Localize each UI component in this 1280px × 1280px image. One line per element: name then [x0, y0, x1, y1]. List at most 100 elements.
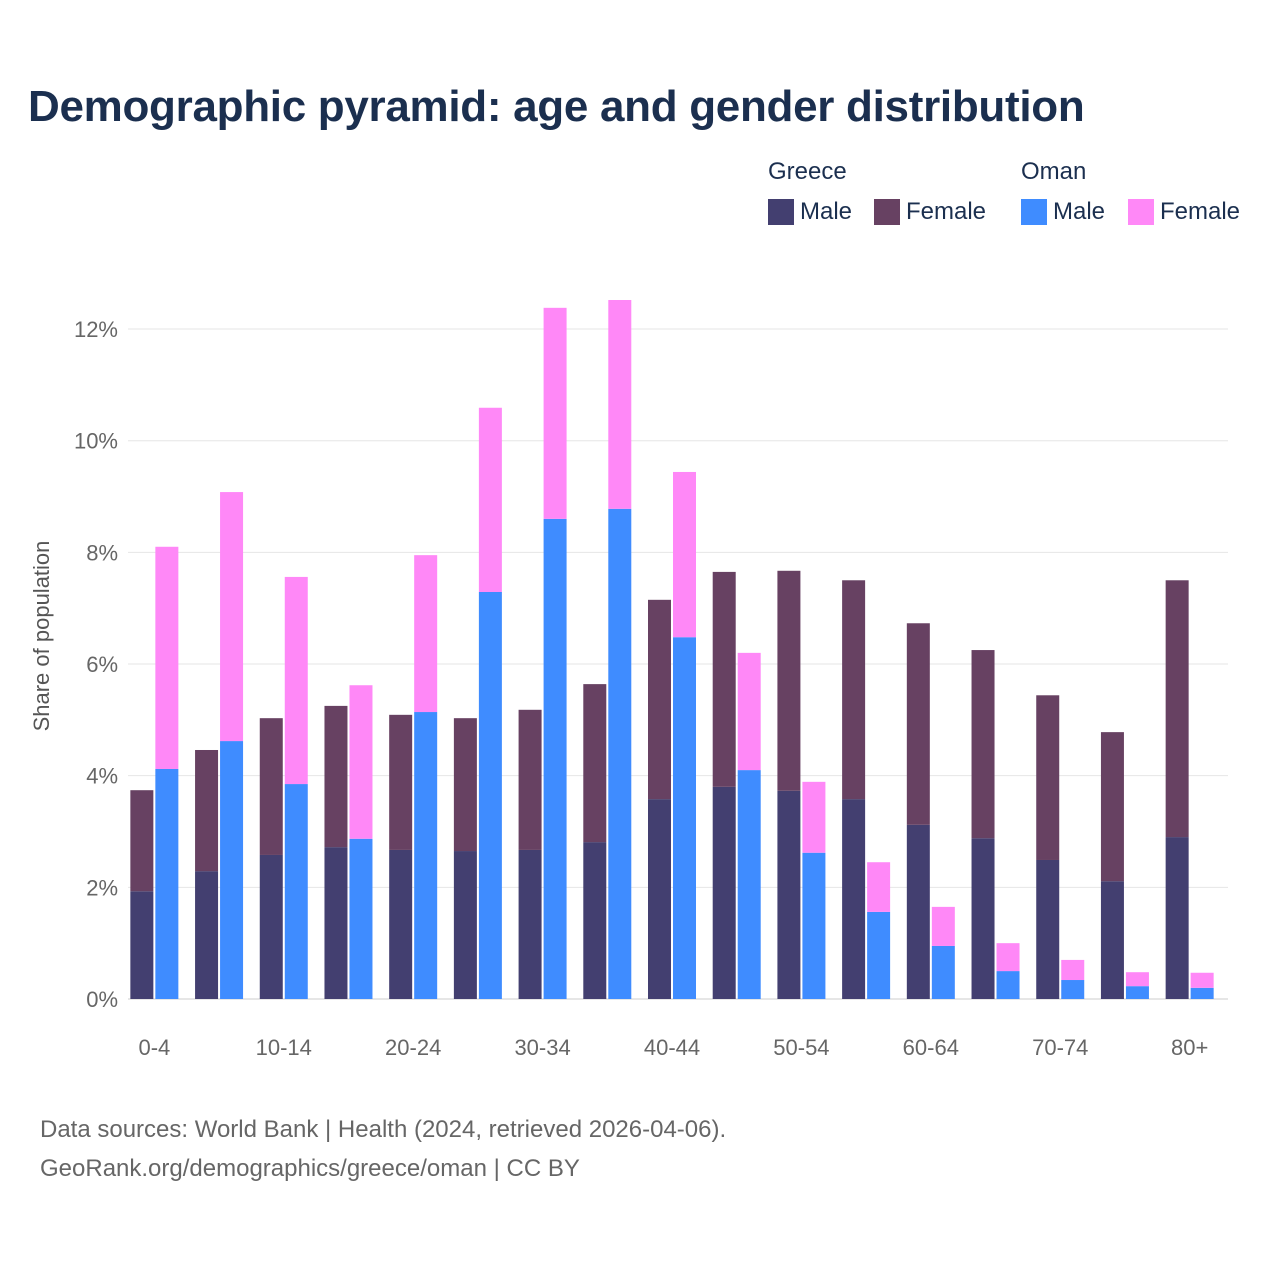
bar-oman-male: [737, 770, 761, 999]
bar-oman-female: [673, 471, 696, 638]
bar-oman-male: [608, 508, 632, 999]
bar-greece-female: [324, 705, 348, 848]
bar-greece-female: [195, 749, 219, 872]
bar-oman-male: [478, 591, 502, 999]
x-tick-label: 50-54: [773, 1035, 829, 1060]
y-tick-label: 6%: [86, 652, 118, 677]
bar-greece-male: [1165, 837, 1189, 999]
legend-label: Female: [906, 198, 987, 225]
bar-greece-male: [518, 849, 542, 999]
legend-oman-female[interactable]: Female: [1128, 198, 1240, 226]
bar-greece-female: [971, 650, 995, 839]
bar-greece-female: [842, 580, 866, 800]
legend-greece-female[interactable]: Female: [874, 198, 986, 226]
x-tick-label: 30-34: [514, 1035, 570, 1060]
bar-greece-male: [195, 871, 219, 999]
bar-greece-female: [712, 571, 736, 787]
bar-oman-female: [1061, 959, 1085, 981]
legend-group-oman: Oman: [1021, 158, 1087, 185]
bar-greece-female: [906, 623, 930, 825]
x-tick-label: 60-64: [903, 1035, 959, 1060]
bar-greece-female: [453, 718, 477, 852]
footer-sources: Data sources: World Bank | Health (2024,…: [40, 1116, 727, 1143]
bar-oman-male: [220, 741, 244, 999]
y-tick-label: 4%: [86, 764, 118, 789]
bar-greece-male: [130, 891, 154, 999]
x-tick-label: 40-44: [644, 1035, 700, 1060]
bar-greece-male: [1100, 881, 1124, 999]
bar-oman-female: [284, 576, 308, 785]
bar-greece-male: [971, 838, 995, 999]
y-tick-label: 0%: [86, 987, 118, 1012]
bar-oman-female: [543, 307, 567, 519]
bar-oman-male: [284, 784, 308, 999]
bar-greece-male: [648, 799, 671, 999]
bar-greece-female: [518, 709, 542, 850]
bar-greece-female: [583, 684, 607, 843]
bar-greece-female: [1036, 695, 1060, 860]
bar-greece-male: [842, 799, 866, 999]
bar-oman-female: [349, 685, 373, 839]
legend-group-greece: Greece: [768, 158, 847, 185]
bar-greece-female: [1165, 580, 1189, 838]
bar-greece-male: [712, 786, 736, 999]
bar-oman-female: [414, 555, 438, 713]
x-tick-label: 20-24: [385, 1035, 441, 1060]
y-tick-label: 12%: [74, 317, 118, 342]
bar-greece-female: [389, 714, 413, 850]
bar-oman-male: [155, 768, 179, 999]
bar-oman-male: [414, 712, 438, 999]
chart-title: Demographic pyramid: age and gender dist…: [28, 82, 1085, 131]
bar-greece-male: [389, 849, 413, 999]
bar-oman-male: [931, 945, 955, 999]
bar-oman-female: [220, 492, 244, 742]
y-tick-label: 10%: [74, 429, 118, 454]
legend-label: Female: [1160, 198, 1241, 225]
bar-oman-male: [1125, 986, 1149, 999]
legend-swatch: [768, 199, 794, 225]
bar-greece-male: [259, 854, 283, 999]
bar-oman-female: [478, 407, 502, 592]
bar-greece-female: [259, 718, 283, 855]
bar-oman-male: [673, 637, 696, 999]
footer-link[interactable]: GeoRank.org/demographics/greece/oman | C…: [40, 1155, 580, 1182]
bar-oman-female: [802, 781, 826, 853]
bar-oman-female: [867, 862, 891, 912]
legend-label: Male: [800, 198, 853, 225]
bar-oman-female: [1190, 972, 1214, 988]
bar-oman-female: [1125, 972, 1149, 987]
bar-greece-male: [453, 851, 477, 999]
bar-oman-female: [996, 943, 1020, 972]
bar-greece-female: [648, 599, 671, 800]
x-tick-label: 80+: [1171, 1035, 1208, 1060]
bar-greece-male: [583, 842, 607, 999]
bar-oman-female: [155, 546, 179, 769]
legend-oman-male[interactable]: Male: [1021, 198, 1105, 226]
bar-greece-female: [130, 790, 154, 892]
bar-oman-male: [867, 911, 891, 999]
x-tick-label: 10-14: [256, 1035, 312, 1060]
bar-greece-male: [324, 847, 348, 999]
bar-greece-female: [777, 570, 801, 791]
bar-oman-male: [1190, 987, 1214, 999]
bar-oman-male: [996, 971, 1020, 999]
bar-greece-male: [906, 824, 930, 999]
bar-greece-male: [1036, 859, 1060, 999]
bar-oman-male: [1061, 980, 1085, 999]
y-tick-label: 2%: [86, 875, 118, 900]
legend-swatch: [1021, 199, 1047, 225]
x-tick-label: 70-74: [1032, 1035, 1088, 1060]
legend-swatch: [874, 199, 900, 225]
bar-oman-male: [349, 838, 373, 999]
bar-oman-female: [608, 300, 632, 509]
legend-swatch: [1128, 199, 1154, 225]
bar-greece-female: [1100, 732, 1124, 882]
x-tick-label: 0-4: [138, 1035, 170, 1060]
legend-label: Male: [1053, 198, 1106, 225]
y-tick-label: 8%: [86, 540, 118, 565]
bar-greece-male: [777, 790, 801, 999]
legend-greece-male[interactable]: Male: [768, 198, 852, 226]
bar-oman-male: [543, 518, 567, 999]
